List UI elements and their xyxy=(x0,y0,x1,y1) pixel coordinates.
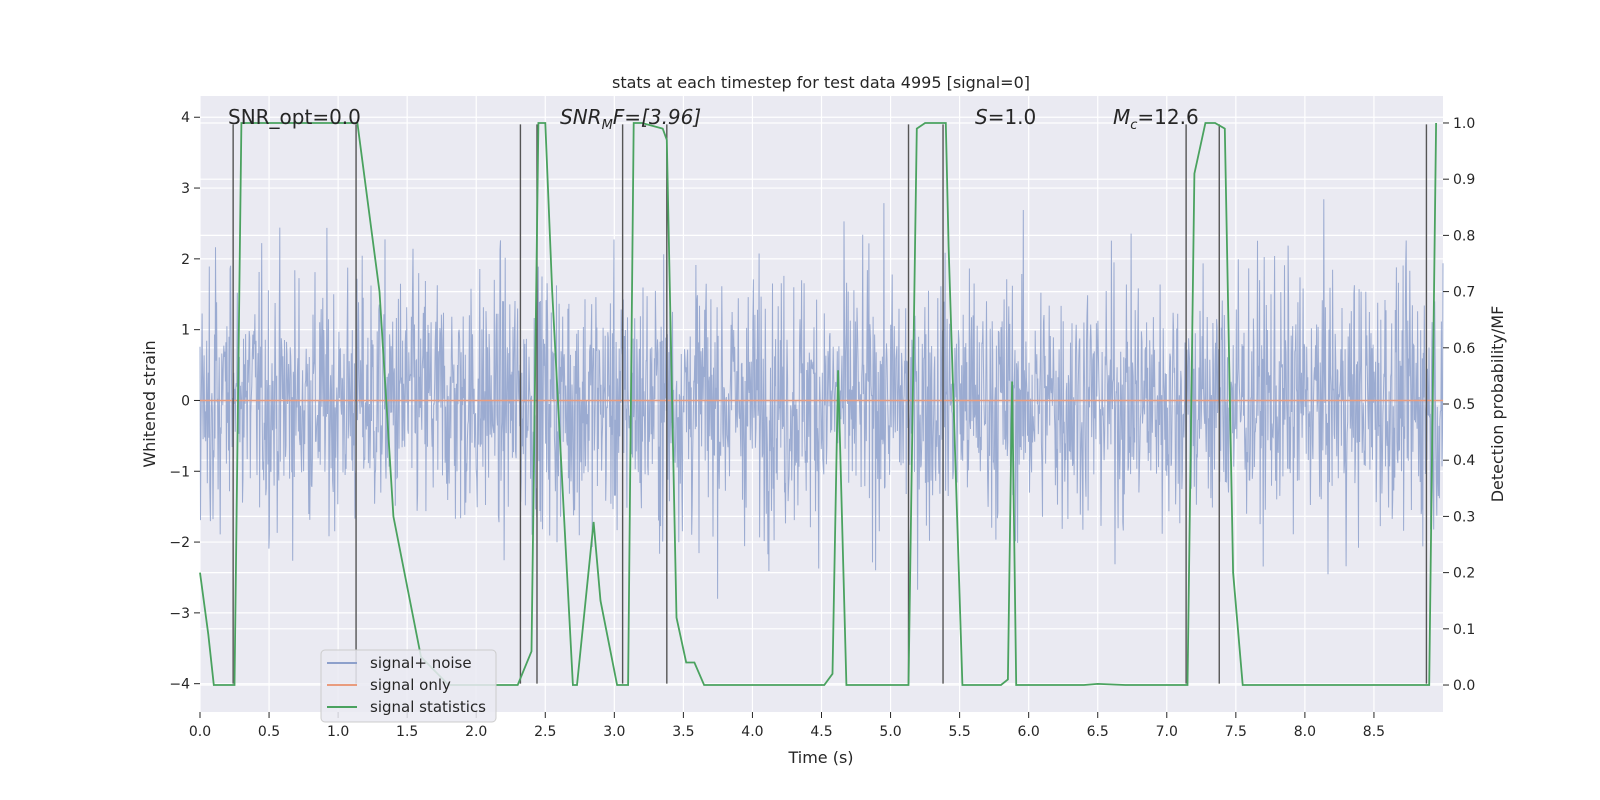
legend-label-statistics: signal statistics xyxy=(370,698,486,716)
left-tick-label: −1 xyxy=(169,464,190,480)
x-tick-label: 8.0 xyxy=(1294,724,1316,740)
legend-label-signal-only: signal only xyxy=(370,676,451,694)
x-axis-ticks: 0.0 0.5 1.0 1.5 2.0 2.5 3.0 3.5 4.0 4.5 5.0 5.5 6.0 6… xyxy=(189,712,1385,740)
right-tick-label: 0.7 xyxy=(1453,285,1475,301)
annotation-s-tail: =1.0 xyxy=(988,105,1037,129)
right-tick-label: 0.2 xyxy=(1453,566,1475,582)
x-tick-label: 2.5 xyxy=(534,724,556,740)
left-tick-label: 3 xyxy=(181,181,190,197)
left-tick-label: −2 xyxy=(169,535,190,551)
annotation-snr-opt: SNR_opt=0.0 xyxy=(228,105,361,129)
x-tick-label: 4.5 xyxy=(810,724,832,740)
annotation-mc-base: M xyxy=(1113,105,1130,129)
right-tick-label: 0.8 xyxy=(1453,228,1475,244)
left-axis-ticks: −4 −3 −2 −1 0 1 2 3 4 xyxy=(169,110,200,693)
x-tick-label: 5.0 xyxy=(879,724,901,740)
annotation-mc-tail: =12.6 xyxy=(1137,105,1198,129)
x-tick-label: 5.5 xyxy=(948,724,970,740)
annotation-snr-mf: SNRMF=[3.96] xyxy=(560,105,701,133)
signal-noise-series xyxy=(199,199,1444,599)
x-tick-label: 0.0 xyxy=(189,724,211,740)
x-tick-label: 1.5 xyxy=(396,724,418,740)
right-tick-label: 0.0 xyxy=(1453,678,1475,694)
x-axis-label: Time (s) xyxy=(787,748,853,767)
x-tick-label: 3.5 xyxy=(672,724,694,740)
left-tick-label: −3 xyxy=(169,606,190,622)
right-axis-label: Detection probability/MF xyxy=(1488,306,1507,503)
left-tick-label: 1 xyxy=(181,323,190,339)
x-tick-label: 2.0 xyxy=(465,724,487,740)
left-axis-label: Whitened strain xyxy=(140,340,159,467)
legend: signal+ noise signal only signal statist… xyxy=(320,649,497,723)
left-tick-label: −4 xyxy=(169,677,190,693)
right-tick-label: 0.4 xyxy=(1453,453,1475,469)
left-tick-label: 2 xyxy=(181,252,190,268)
right-tick-label: 0.9 xyxy=(1453,172,1475,188)
right-tick-label: 0.6 xyxy=(1453,341,1475,357)
annotation-s: S=1.0 xyxy=(975,105,1036,129)
right-tick-label: 0.5 xyxy=(1453,397,1475,413)
annotation-mc: Mc=12.6 xyxy=(1113,105,1199,133)
right-tick-label: 0.3 xyxy=(1453,509,1475,525)
signal-noise-path xyxy=(199,199,1444,599)
legend-label-noise: signal+ noise xyxy=(370,654,472,672)
right-tick-label: 0.1 xyxy=(1453,622,1475,638)
chart-title: stats at each timestep for test data 499… xyxy=(612,73,1030,92)
vertical-lines xyxy=(232,124,1428,684)
x-tick-label: 7.5 xyxy=(1225,724,1247,740)
left-tick-label: 0 xyxy=(181,393,190,409)
annotation-mc-sub: c xyxy=(1130,118,1137,133)
annotation-snr-mf-tail: F=[3.96] xyxy=(613,105,701,129)
legend-box xyxy=(320,649,497,723)
right-axis-ticks: 0.0 0.1 0.2 0.3 0.4 0.5 0.6 0.7 0.8 0.9 1.0 xyxy=(1443,116,1475,694)
x-tick-label: 6.5 xyxy=(1087,724,1109,740)
x-tick-label: 4.0 xyxy=(741,724,763,740)
x-tick-label: 3.0 xyxy=(603,724,625,740)
annotation-snr-mf-sub: M xyxy=(602,118,613,133)
x-tick-label: 6.0 xyxy=(1018,724,1040,740)
annotation-snr-mf-base: SNR xyxy=(560,105,602,129)
x-tick-label: 7.0 xyxy=(1156,724,1178,740)
annotation-s-base: S xyxy=(975,105,988,129)
x-tick-label: 1.0 xyxy=(327,724,349,740)
x-tick-label: 0.5 xyxy=(258,724,280,740)
x-tick-label: 8.5 xyxy=(1363,724,1385,740)
right-tick-label: 1.0 xyxy=(1453,116,1475,132)
left-tick-label: 4 xyxy=(181,110,190,126)
